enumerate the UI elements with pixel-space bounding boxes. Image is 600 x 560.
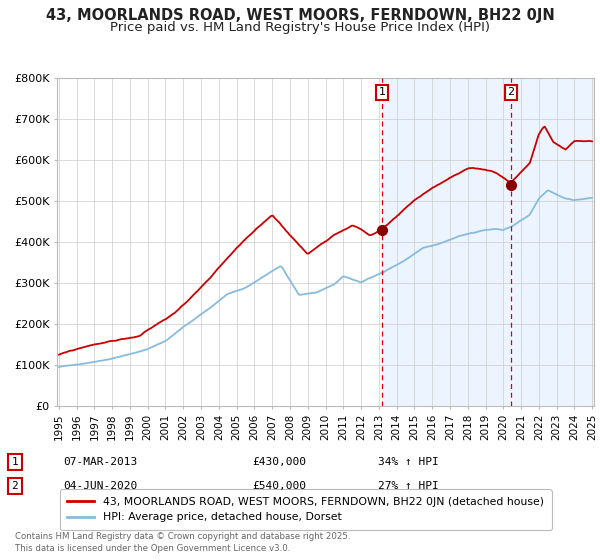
Legend: 43, MOORLANDS ROAD, WEST MOORS, FERNDOWN, BH22 0JN (detached house), HPI: Averag: 43, MOORLANDS ROAD, WEST MOORS, FERNDOWN… <box>60 489 551 530</box>
Text: 34% ↑ HPI: 34% ↑ HPI <box>378 457 439 467</box>
Text: 2: 2 <box>11 481 19 491</box>
Text: £540,000: £540,000 <box>252 481 306 491</box>
Text: £430,000: £430,000 <box>252 457 306 467</box>
Text: 43, MOORLANDS ROAD, WEST MOORS, FERNDOWN, BH22 0JN: 43, MOORLANDS ROAD, WEST MOORS, FERNDOWN… <box>46 8 554 24</box>
Text: 2: 2 <box>508 87 515 97</box>
Text: 07-MAR-2013: 07-MAR-2013 <box>63 457 137 467</box>
Text: 1: 1 <box>11 457 19 467</box>
Text: 04-JUN-2020: 04-JUN-2020 <box>63 481 137 491</box>
Text: 1: 1 <box>379 87 386 97</box>
Bar <box>382 78 600 406</box>
Text: Price paid vs. HM Land Registry's House Price Index (HPI): Price paid vs. HM Land Registry's House … <box>110 21 490 34</box>
Text: Contains HM Land Registry data © Crown copyright and database right 2025.
This d: Contains HM Land Registry data © Crown c… <box>15 533 350 553</box>
Text: 27% ↑ HPI: 27% ↑ HPI <box>378 481 439 491</box>
